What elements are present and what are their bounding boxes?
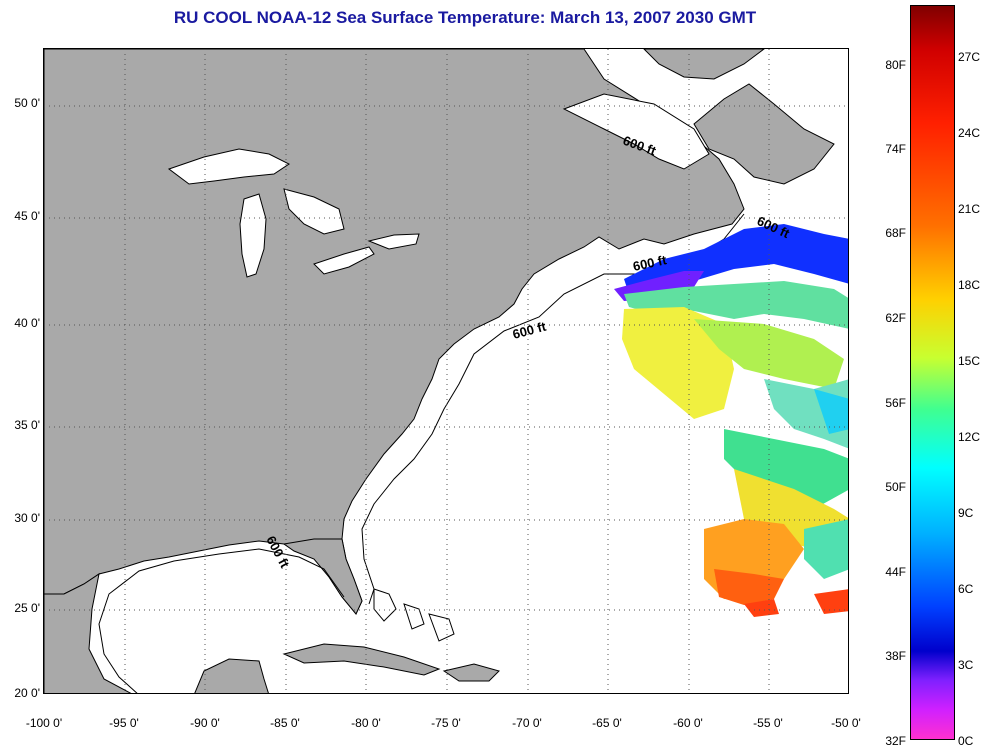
colorbar-fahrenheit-label: 80F [885,58,906,72]
lon-label: -50 0' [831,716,861,730]
lon-label: -80 0' [351,716,381,730]
colorbar-celsius-label: 24C [958,126,981,140]
lon-label: -95 0' [109,716,139,730]
florida-land [282,538,363,615]
colorbar-fahrenheit-label: 68F [885,226,906,240]
colorbar-fahrenheit-label: 50F [885,480,906,494]
bahamas-outline [373,588,455,642]
colorbar-fahrenheit-label: 44F [885,565,906,579]
colorbar-celsius-label: 9C [958,506,974,520]
colorbar-celsius-label: 0C [958,734,974,748]
lon-label: -85 0' [270,716,300,730]
lake-ontario [367,233,420,250]
lat-label: 50 0' [14,96,40,110]
colorbar-celsius-label: 15C [958,354,981,368]
lon-label: -70 0' [512,716,542,730]
lat-label: 25 0' [14,601,40,615]
colorbar-celsius-label: 18C [958,278,981,292]
colorbar-fahrenheit-label: 56F [885,396,906,410]
lake-huron [283,188,345,235]
north-america-land [44,49,745,615]
lon-label: -90 0' [190,716,220,730]
lon-label: -75 0' [431,716,461,730]
colorbar-fahrenheit-label: 38F [885,649,906,663]
lat-label: 30 0' [14,511,40,525]
lon-label: -60 0' [673,716,703,730]
sst-data [614,224,848,617]
lat-label: 35 0' [14,418,40,432]
hispaniola-land [442,663,500,682]
lat-label: 40 0' [14,316,40,330]
labrador-land [643,49,765,80]
colorbar-celsius-label: 12C [958,430,981,444]
contour-label: 600 ft [511,318,548,341]
lat-label: 20 0' [14,686,40,700]
colorbar-fahrenheit-label: 74F [885,142,906,156]
contour-label: 600 ft [632,252,669,274]
lake-superior [167,148,290,185]
colorbar-celsius-label: 3C [958,658,974,672]
lake-michigan [239,193,267,278]
gulf-of-st-lawrence [562,93,710,170]
temperature-colorbar [910,5,955,740]
colorbar-celsius-label: 6C [958,582,974,596]
colorbar-celsius-label: 21C [958,202,981,216]
colorbar-fahrenheit-label: 62F [885,311,906,325]
sst-map: 600 ft 600 ft 600 ft 600 ft 600 ft [43,48,849,694]
cuba-land [282,643,441,676]
lake-erie [313,246,375,275]
colorbar-fahrenheit-label: 32F [885,734,906,748]
yucatan-land [194,658,269,693]
colorbar-celsius-label: 27C [958,50,981,64]
mexico-land [44,572,132,693]
map-title: RU COOL NOAA-12 Sea Surface Temperature:… [173,8,757,27]
newfoundland-land [693,83,835,185]
lon-label: -100 0' [25,716,63,730]
lat-label: 45 0' [14,209,40,223]
lon-label: -65 0' [592,716,622,730]
lon-label: -55 0' [753,716,783,730]
map-canvas: 600 ft 600 ft 600 ft 600 ft 600 ft [44,49,848,693]
